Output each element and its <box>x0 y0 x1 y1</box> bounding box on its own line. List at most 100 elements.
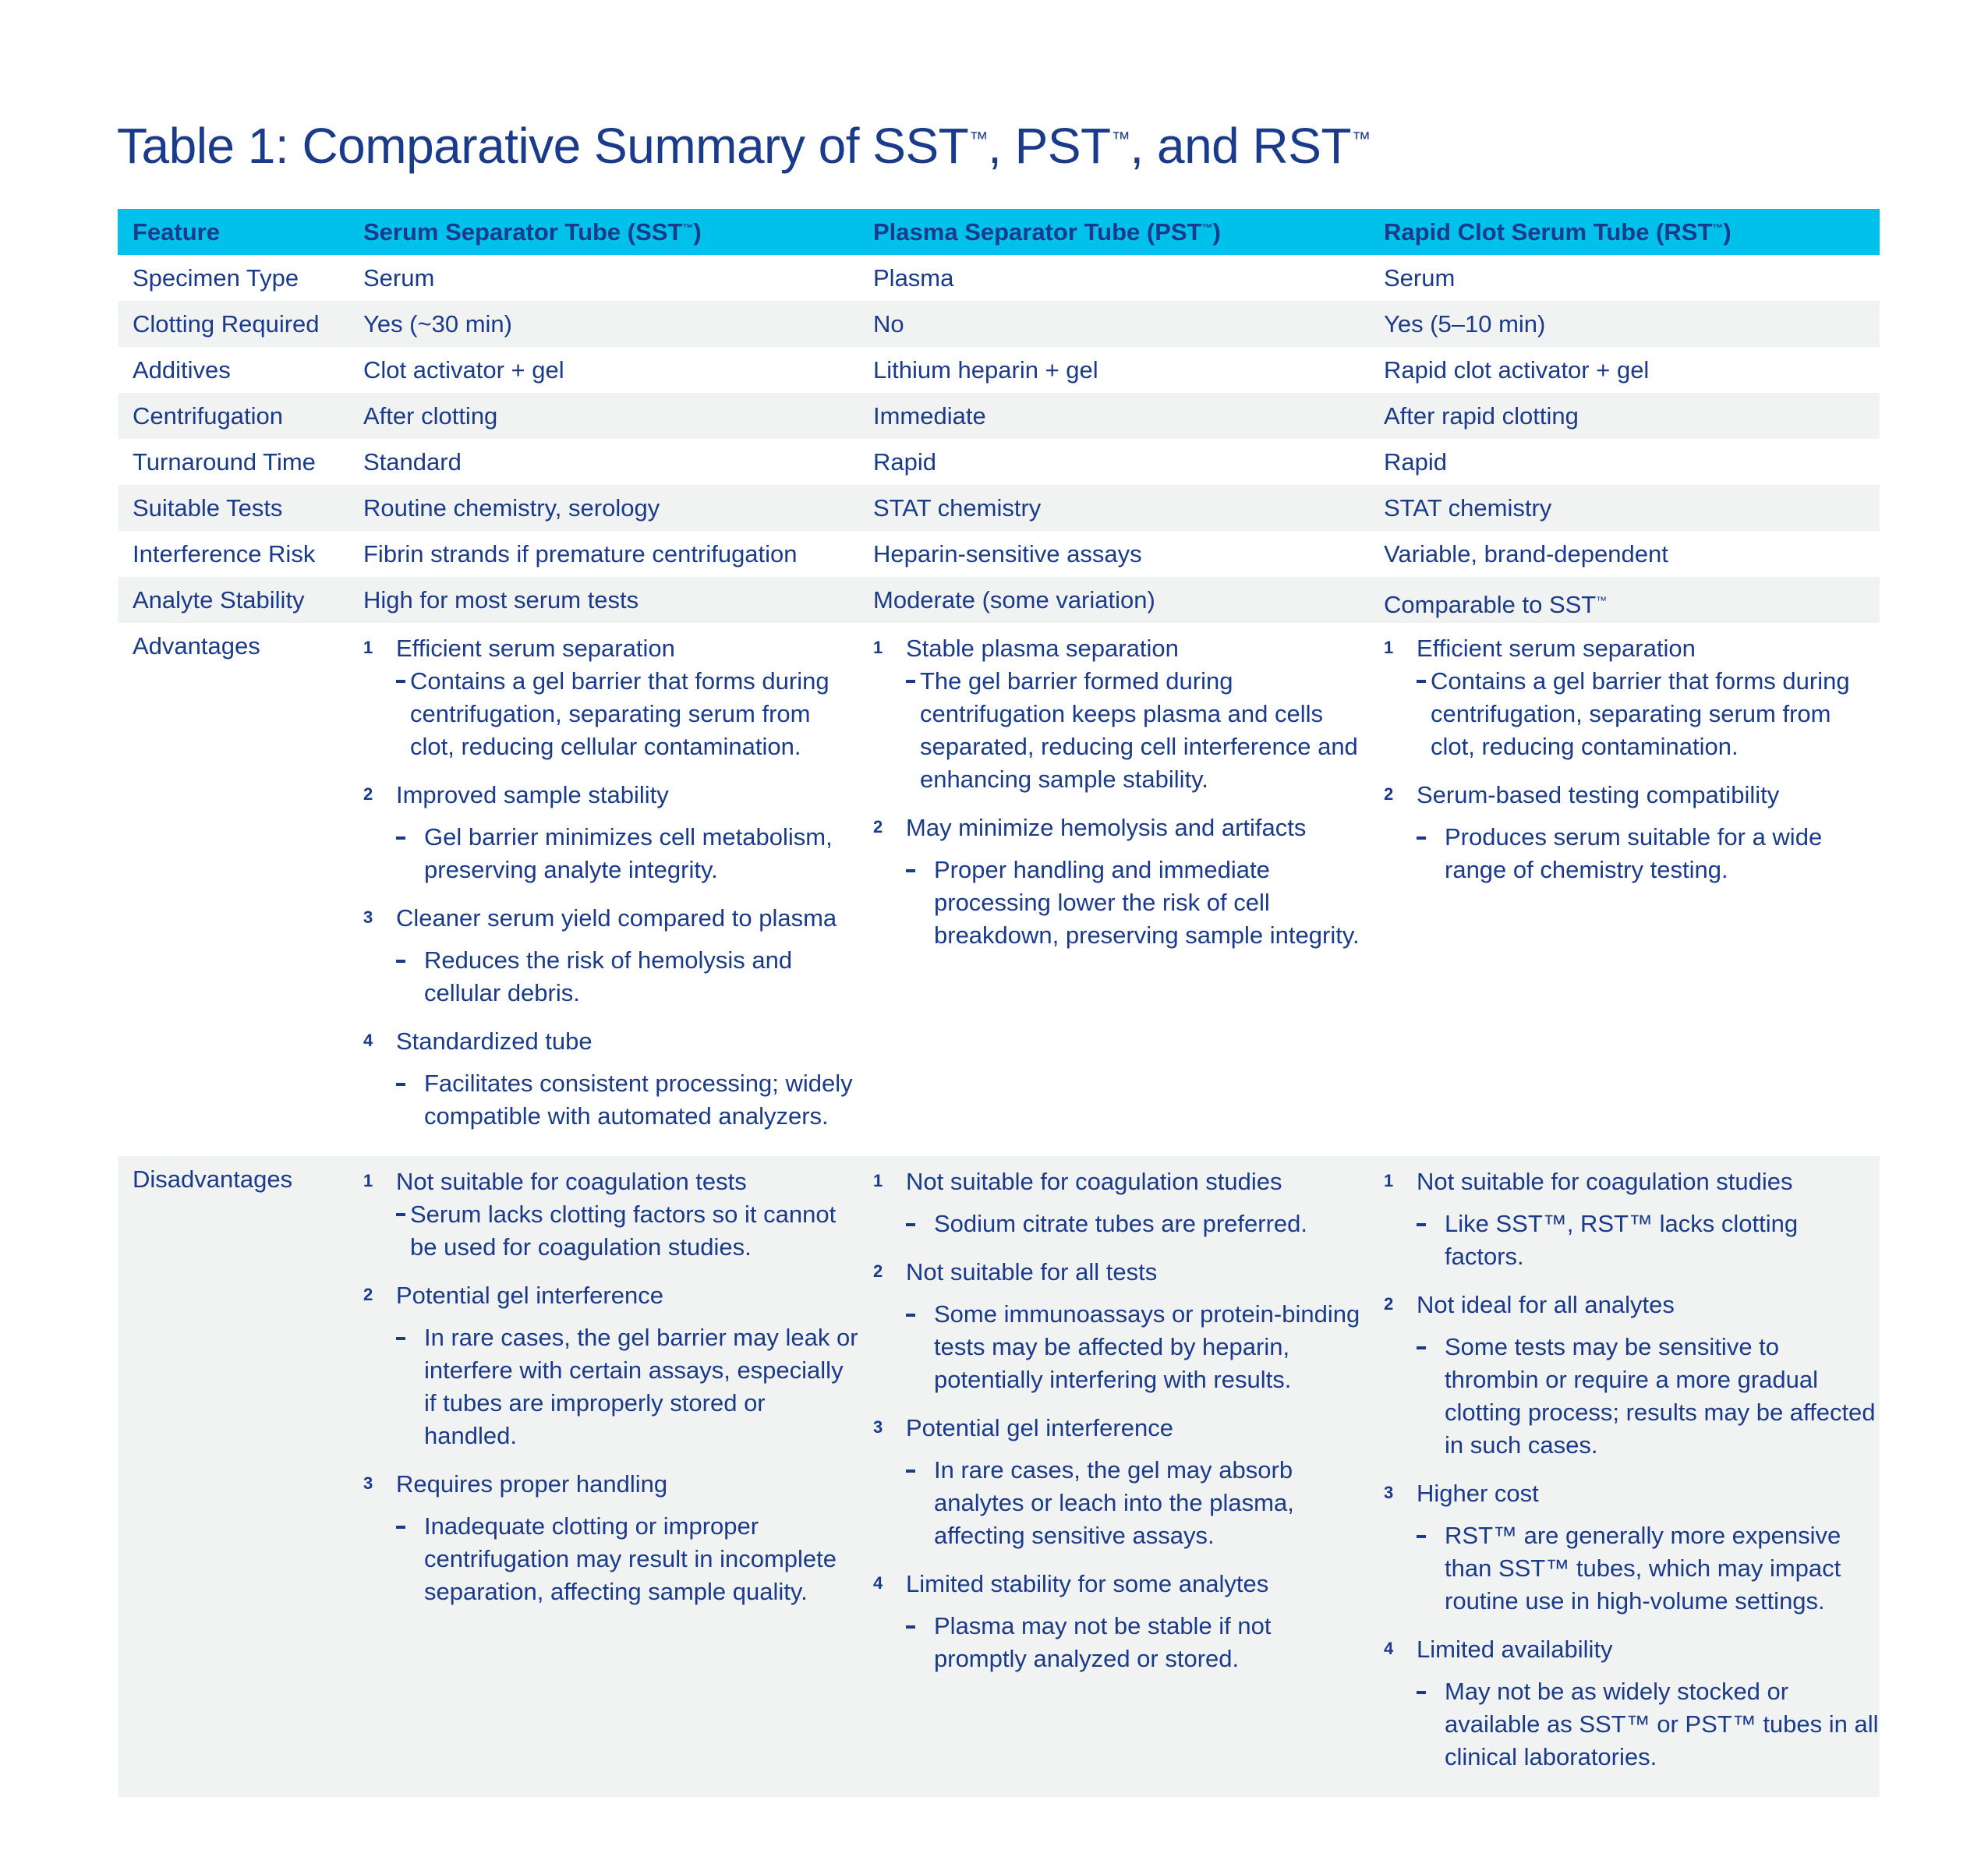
list-item: 3 Cleaner serum yield compared to plasma… <box>363 902 858 1010</box>
item-heading: Improved sample stability <box>396 781 669 808</box>
detail-text: Plasma may not be stable if not promptly… <box>934 1612 1272 1672</box>
dash-bullet-icon <box>1417 836 1426 840</box>
feature-cell: Interference Risk <box>133 540 316 568</box>
item-detail: In rare cases, the gel may absorb analyt… <box>906 1454 1369 1552</box>
sst-cell: After clotting <box>348 393 858 439</box>
detail-text: Serum lacks clotting factors so it canno… <box>410 1201 837 1261</box>
item-detail: Facilitates consistent processing; widel… <box>396 1067 858 1133</box>
feature-cell: Advantages <box>133 632 260 660</box>
table-row-clotting-required: Clotting Required Yes (~30 min) No Yes (… <box>118 301 1880 347</box>
cell-text: Comparable to SST <box>1384 591 1597 619</box>
dash-bullet-icon <box>906 1625 915 1629</box>
pst-advantages-cell: 1 Stable plasma separation The gel barri… <box>858 623 1369 1156</box>
numbered-list: 1 Not suitable for coagulation studies S… <box>873 1165 1369 1675</box>
item-heading: Serum-based testing compatibility <box>1417 781 1780 808</box>
rst-advantages-cell: 1 Efficient serum separation Contains a … <box>1369 623 1880 1156</box>
item-heading: Potential gel interference <box>906 1414 1173 1441</box>
item-number: 1 <box>1384 638 1394 657</box>
rst-cell: Yes (5–10 min) <box>1369 301 1880 347</box>
detail-text: Facilitates consistent processing; widel… <box>424 1070 853 1130</box>
item-heading: Potential gel interference <box>396 1282 663 1309</box>
item-detail: Sodium citrate tubes are preferred. <box>906 1208 1369 1240</box>
item-number: 4 <box>363 1031 373 1050</box>
table-row-specimen-type: Specimen Type Serum Plasma Serum <box>118 255 1880 301</box>
list-item: 2 May minimize hemolysis and artifacts P… <box>873 812 1369 952</box>
item-number: 2 <box>363 784 373 804</box>
table-row-additives: Additives Clot activator + gel Lithium h… <box>118 347 1880 393</box>
detail-text: Some immunoassays or protein-binding tes… <box>934 1300 1360 1393</box>
numbered-list: 1 Efficient serum separation Contains a … <box>363 632 858 1133</box>
detail-text: In rare cases, the gel barrier may leak … <box>424 1324 858 1449</box>
list-item: 3 Potential gel interference In rare cas… <box>873 1412 1369 1552</box>
item-detail: The gel barrier formed during centrifuga… <box>906 665 1369 796</box>
item-detail: Some tests may be sensitive to thrombin … <box>1417 1331 1880 1462</box>
list-item: 2 Serum-based testing compatibility Prod… <box>1384 779 1880 886</box>
title-text-1: Table 1: Comparative Summary of SST <box>117 118 969 174</box>
header-suffix: ) <box>693 218 702 246</box>
item-number: 3 <box>363 1473 373 1493</box>
item-number: 1 <box>873 1171 883 1190</box>
pst-cell: Plasma <box>873 264 954 292</box>
detail-text: Sodium citrate tubes are preferred. <box>934 1210 1308 1237</box>
detail-text: In rare cases, the gel may absorb analyt… <box>934 1456 1294 1549</box>
trademark-symbol: ™ <box>1712 221 1724 234</box>
sst-cell: Clot activator + gel <box>363 356 564 384</box>
list-item: 3 Higher cost RST™ are generally more ex… <box>1384 1477 1880 1618</box>
list-item: 1 Not suitable for coagulation tests Ser… <box>363 1165 858 1264</box>
pst-cell: Immediate <box>858 393 1369 439</box>
comparison-table-container: Feature Serum Separator Tube (SST™) Plas… <box>118 209 1880 1797</box>
list-item: 1 Not suitable for coagulation studies S… <box>873 1165 1369 1240</box>
column-header-pst: Plasma Separator Tube (PST™) <box>858 209 1369 255</box>
dash-bullet-icon <box>1417 1346 1426 1349</box>
rst-cell: Variable, brand-dependent <box>1384 540 1668 568</box>
item-heading: Limited availability <box>1417 1636 1613 1663</box>
trademark-symbol: ™ <box>1352 128 1371 150</box>
dash-bullet-icon <box>396 680 405 683</box>
sst-cell: Yes (~30 min) <box>348 301 858 347</box>
list-item: 4 Limited availability May not be as wid… <box>1384 1633 1880 1774</box>
table-header-row: Feature Serum Separator Tube (SST™) Plas… <box>118 209 1880 255</box>
list-item: 3 Requires proper handling Inadequate cl… <box>363 1468 858 1608</box>
dash-bullet-icon <box>906 869 915 872</box>
numbered-list: 1 Not suitable for coagulation studies L… <box>1384 1165 1880 1774</box>
detail-text: RST™ are generally more expensive than S… <box>1445 1522 1841 1615</box>
title-text-3: , and RST <box>1130 118 1352 174</box>
list-item: 2 Not suitable for all tests Some immuno… <box>873 1256 1369 1396</box>
sst-cell: Fibrin strands if premature centrifugati… <box>363 540 798 568</box>
dash-bullet-icon <box>396 1337 405 1340</box>
list-item: 1 Efficient serum separation Contains a … <box>1384 632 1880 763</box>
item-number: 3 <box>363 907 373 927</box>
header-label: Plasma Separator Tube (PST <box>873 218 1202 246</box>
list-item: 2 Improved sample stability Gel barrier … <box>363 779 858 886</box>
pst-cell: STAT chemistry <box>858 485 1369 531</box>
sst-advantages-cell: 1 Efficient serum separation Contains a … <box>348 623 858 1156</box>
item-heading: Not suitable for coagulation tests <box>396 1168 747 1195</box>
item-heading: Not suitable for all tests <box>906 1258 1158 1286</box>
item-number: 2 <box>1384 784 1394 804</box>
trademark-symbol: ™ <box>1201 221 1213 234</box>
sst-disadvantages-cell: 1 Not suitable for coagulation tests Ser… <box>348 1156 858 1797</box>
item-heading: Not ideal for all analytes <box>1417 1291 1675 1318</box>
item-heading: May minimize hemolysis and artifacts <box>906 814 1307 841</box>
dash-bullet-icon <box>906 1314 915 1317</box>
table-row-disadvantages: Disadvantages 1 Not suitable for coagula… <box>118 1156 1880 1797</box>
item-heading: Requires proper handling <box>396 1470 668 1498</box>
rst-cell: Rapid clot activator + gel <box>1384 356 1650 384</box>
trademark-symbol: ™ <box>682 221 694 234</box>
pst-cell: Moderate (some variation) <box>858 577 1369 623</box>
trademark-symbol: ™ <box>1111 128 1130 150</box>
table-row-centrifugation: Centrifugation After clotting Immediate … <box>118 393 1880 439</box>
detail-text: Some tests may be sensitive to thrombin … <box>1445 1333 1876 1459</box>
dash-bullet-icon <box>396 836 405 840</box>
numbered-list: 1 Stable plasma separation The gel barri… <box>873 632 1369 952</box>
dash-bullet-icon <box>396 1213 405 1216</box>
pst-cell: Lithium heparin + gel <box>873 356 1098 384</box>
item-number: 2 <box>363 1285 373 1304</box>
item-detail: Produces serum suitable for a wide range… <box>1417 821 1880 886</box>
dash-bullet-icon <box>1417 1535 1426 1538</box>
sst-cell: High for most serum tests <box>348 577 858 623</box>
page-title: Table 1: Comparative Summary of SST™, PS… <box>117 117 1371 175</box>
item-heading: Not suitable for coagulation studies <box>906 1168 1282 1195</box>
feature-cell: Analyte Stability <box>118 577 348 623</box>
dash-bullet-icon <box>396 1083 405 1086</box>
